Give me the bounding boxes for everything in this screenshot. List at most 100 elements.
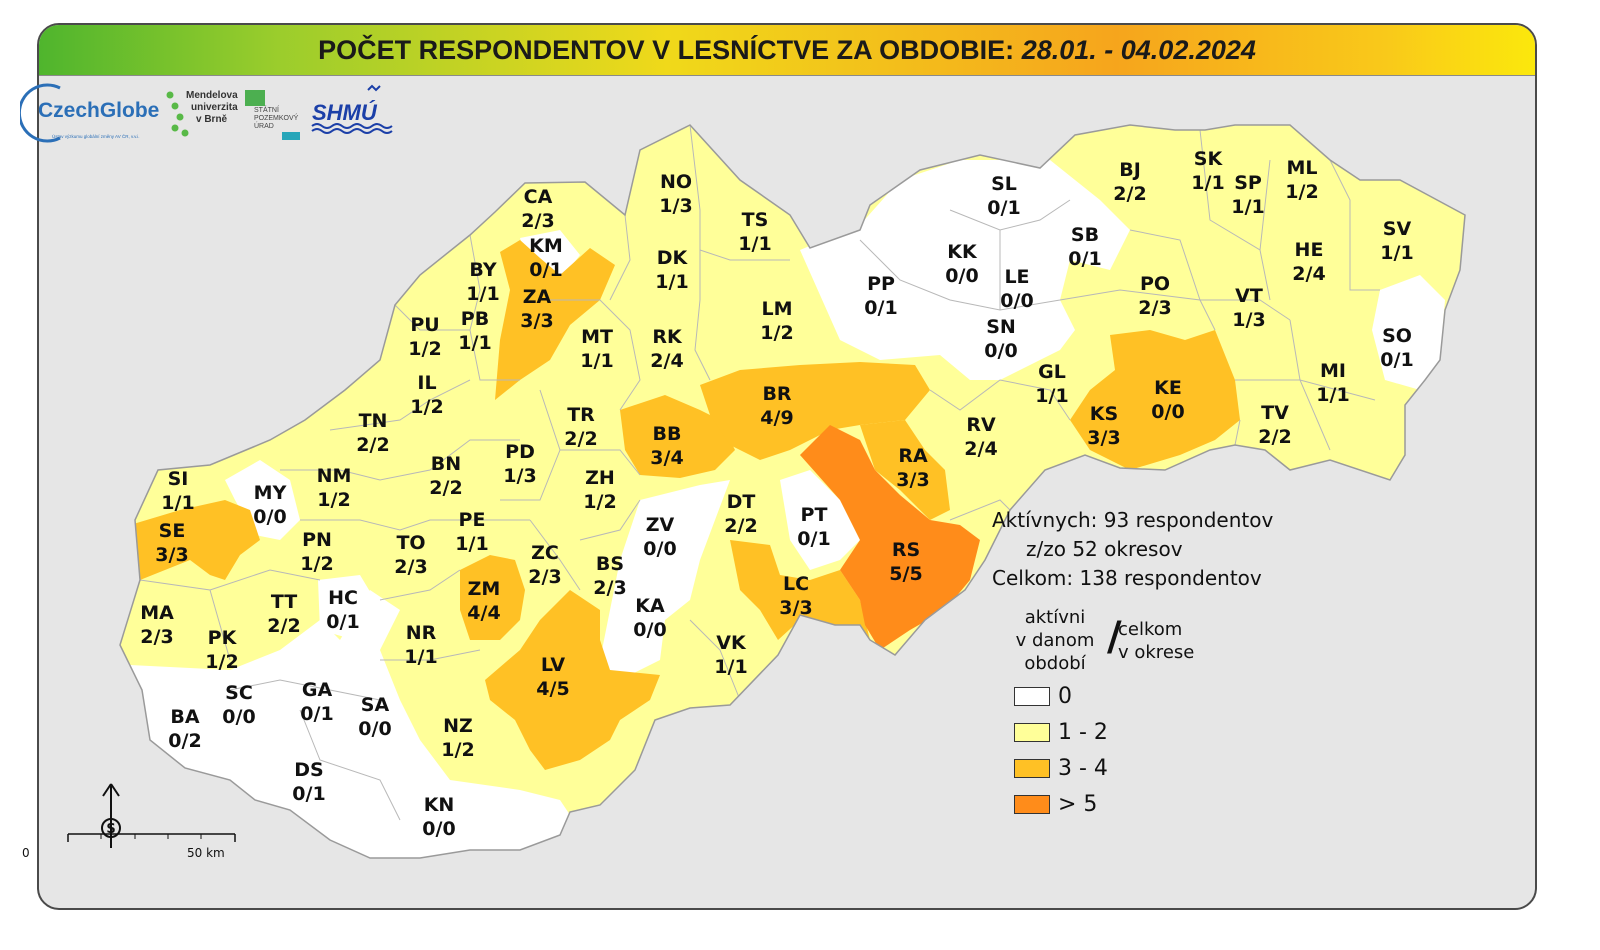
district-value: 1/1 [1035, 385, 1068, 407]
district-value: 4/9 [760, 407, 793, 429]
district-value: 1/2 [441, 739, 474, 761]
district-code: KM [529, 235, 563, 257]
district-code: BS [596, 553, 624, 575]
stats-total: Celkom: 138 respondentov [992, 566, 1262, 590]
spu-line2: POZEMKOVÝ [254, 113, 299, 122]
district-fill-lc [730, 540, 870, 640]
district-code: SL [991, 173, 1017, 195]
district-fill-bb [620, 395, 735, 478]
district-code: TT [271, 591, 297, 613]
legend-slash: / [1107, 614, 1122, 660]
district-value: 1/1 [1231, 196, 1264, 218]
district-value: 1/1 [455, 533, 488, 555]
legend-label: 1 - 2 [1058, 719, 1108, 745]
district-value: 1/2 [408, 338, 441, 360]
district-code: GA [302, 679, 333, 701]
district-value: 3/4 [650, 447, 683, 469]
map-title: POČET RESPONDENTOV V LESNÍCTVE ZA OBDOBI… [39, 25, 1535, 76]
district-code: LE [1004, 266, 1029, 288]
district-value: 0/1 [1068, 248, 1101, 270]
scale-label-zero: 0 [22, 846, 30, 860]
district-value: 3/3 [779, 597, 812, 619]
district-value: 1/2 [410, 396, 443, 418]
title-period: 28.01. - 04.02.2024 [1021, 35, 1256, 65]
district-code: MI [1320, 360, 1346, 382]
district-code: KN [424, 794, 455, 816]
district-value: 3/3 [155, 544, 188, 566]
district-value: 1/2 [583, 491, 616, 513]
district-value: 0/0 [1000, 290, 1033, 312]
district-code: DT [727, 491, 756, 513]
district-value: 1/2 [317, 489, 350, 511]
svg-text:S: S [106, 822, 115, 837]
district-code: LC [783, 573, 809, 595]
district-code: HE [1295, 239, 1324, 261]
district-fill-zv-white [600, 480, 730, 680]
legend-total-l2: v okrese [1118, 642, 1195, 663]
district-value: 1/1 [655, 271, 688, 293]
legend-active-l1: aktívni [1024, 607, 1086, 628]
district-value: 0/0 [643, 538, 676, 560]
district-value: 0/1 [326, 611, 359, 633]
district-code: SC [225, 682, 253, 704]
district-value: 1/3 [659, 195, 692, 217]
country-outline [119, 124, 1466, 859]
district-value: 1/1 [161, 492, 194, 514]
district-code: TV [1261, 402, 1289, 424]
district-value: 2/2 [1113, 183, 1146, 205]
district-code: SV [1383, 218, 1412, 240]
district-value: 2/4 [964, 438, 997, 460]
district-value: 1/1 [580, 350, 613, 372]
district-value: 1/2 [760, 322, 793, 344]
district-fill-pt-white [780, 470, 860, 570]
district-value: 5/5 [889, 563, 922, 585]
district-value: 0/1 [987, 197, 1020, 219]
mendelu-line1: Mendelova [186, 90, 238, 101]
district-value: 0/1 [292, 783, 325, 805]
district-code: ZV [646, 514, 675, 536]
legend-swatch-gold [1014, 758, 1050, 778]
district-value: 2/2 [564, 428, 597, 450]
district-code: PO [1140, 273, 1170, 295]
district-value: 3/3 [896, 469, 929, 491]
district-value: 1/1 [714, 656, 747, 678]
district-value: 2/3 [593, 577, 626, 599]
czechglobe-logo-text: CzechGlobe [38, 99, 159, 122]
district-labels: CA 2/3 KM 0/1 NO 1/3 TS 1/1 BY 1/1 ZA 3/… [140, 148, 1414, 840]
district-fill-za [495, 240, 615, 400]
district-value: 3/3 [520, 310, 553, 332]
district-code: SK [1194, 148, 1224, 170]
district-code: BN [431, 453, 461, 475]
district-code: KE [1154, 377, 1182, 399]
statistics-block: Aktívnych: 93 respondentov z/zo 52 okres… [992, 506, 1273, 593]
district-code: HC [328, 587, 358, 609]
district-value: 0/0 [358, 718, 391, 740]
district-value: 1/2 [1285, 181, 1318, 203]
district-value: 0/0 [1151, 401, 1184, 423]
district-code: RK [652, 326, 683, 348]
legend-total-caption: celkom v okrese [1118, 618, 1194, 664]
district-code: ZM [468, 578, 501, 600]
legend-item-gt5: > 5 [1014, 786, 1108, 822]
mendelu-line2: univerzita [191, 102, 238, 113]
legend-total-l1: celkom [1118, 619, 1183, 640]
mendelu-line3: v Brně [196, 114, 228, 125]
district-code: TN [359, 410, 388, 432]
district-code: PE [459, 509, 486, 531]
district-code: PD [505, 441, 535, 463]
shmu-logo: SHMÚ [311, 84, 393, 134]
district-value: 1/1 [458, 332, 491, 354]
district-code: LM [761, 298, 792, 320]
district-code: MY [254, 482, 287, 504]
legend-swatch-orange [1014, 794, 1050, 814]
district-value: 0/1 [529, 259, 562, 281]
district-code: SP [1234, 172, 1262, 194]
district-value: 4/4 [467, 602, 500, 624]
district-value: 2/4 [1292, 263, 1325, 285]
district-value: 0/0 [984, 340, 1017, 362]
district-value: 0/2 [168, 730, 201, 752]
stats-active: Aktívnych: 93 respondentov [992, 508, 1274, 532]
district-code: NO [660, 171, 692, 193]
district-fill-zm [460, 555, 525, 640]
